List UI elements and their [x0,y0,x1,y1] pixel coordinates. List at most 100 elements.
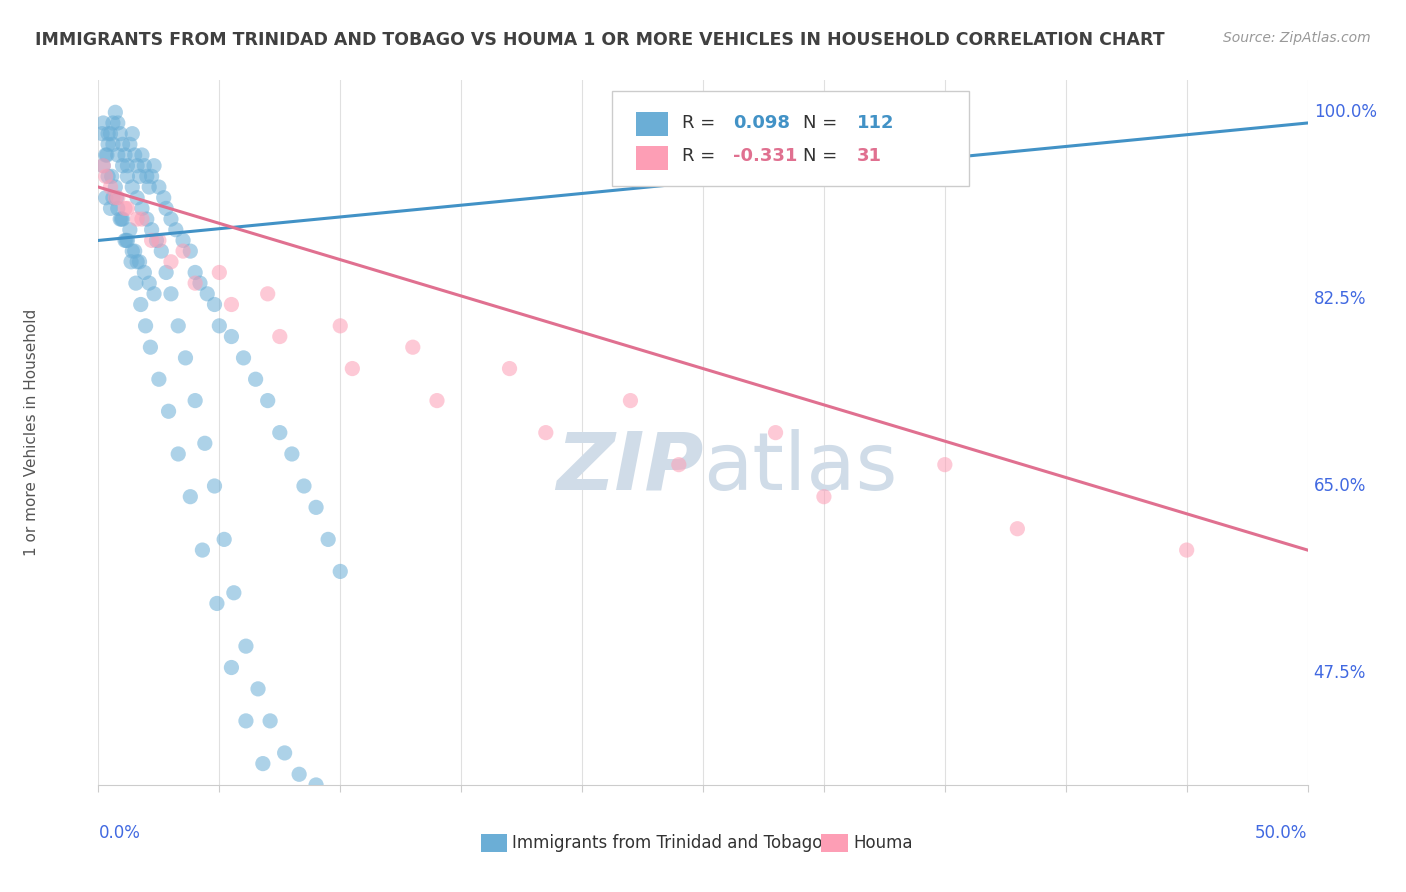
Text: 112: 112 [856,113,894,131]
Point [100,180,122,194]
Point [145,234,167,248]
Point [128,169,150,184]
Point [91,159,114,173]
Point [329,318,352,333]
Point [322,789,344,803]
Point [117,234,139,248]
Point [813,490,835,504]
Point [222,586,245,600]
Point [121,127,143,141]
Text: 50.0%: 50.0% [1256,823,1308,842]
Point [108,212,131,227]
Point [157,404,180,418]
Text: Houma: Houma [853,834,912,852]
Point [288,767,311,781]
Point [160,254,183,268]
Point [128,254,150,268]
Point [221,297,243,311]
Point [97,169,120,184]
Point [165,223,187,237]
Point [107,202,129,216]
Point [105,191,128,205]
Point [101,116,124,130]
Point [91,159,114,173]
Point [97,137,120,152]
Point [91,127,114,141]
Point [204,479,226,493]
Point [148,372,170,386]
Point [143,286,166,301]
Point [235,714,257,728]
FancyBboxPatch shape [481,834,508,852]
Point [127,159,149,173]
Point [292,479,315,493]
Point [174,351,197,365]
Point [668,458,690,472]
Point [108,127,131,141]
Point [152,191,174,205]
Point [498,361,520,376]
Point [129,297,152,311]
Point [256,286,278,301]
Point [114,148,136,162]
Text: 65.0%: 65.0% [1313,477,1367,495]
Point [100,169,122,184]
Text: 1 or more Vehicles in Household: 1 or more Vehicles in Household [24,309,39,557]
FancyBboxPatch shape [821,834,848,852]
Point [124,148,146,162]
Text: IMMIGRANTS FROM TRINIDAD AND TOBAGO VS HOUMA 1 OR MORE VEHICLES IN HOUSEHOLD COR: IMMIGRANTS FROM TRINIDAD AND TOBAGO VS H… [35,31,1164,49]
Point [107,116,129,130]
Point [91,116,114,130]
Point [204,297,226,311]
Point [342,361,364,376]
Text: 82.5%: 82.5% [1313,290,1367,308]
Point [184,393,207,408]
Point [765,425,787,440]
Point [167,318,190,333]
Point [100,127,122,141]
Point [172,234,194,248]
Point [160,286,183,301]
Point [305,778,328,792]
Point [155,202,177,216]
Point [121,244,143,259]
Point [184,265,207,279]
Point [100,202,122,216]
Point [101,137,124,152]
Point [115,234,138,248]
Point [134,159,156,173]
Point [104,105,127,120]
Point [247,681,270,696]
Point [245,372,267,386]
Point [131,148,153,162]
Point [316,533,339,547]
Text: Immigrants from Trinidad and Tobago: Immigrants from Trinidad and Tobago [512,834,823,852]
Point [208,318,231,333]
Text: ZIP: ZIP [555,429,703,507]
Point [160,212,183,227]
Point [148,234,170,248]
Point [131,212,153,227]
Point [125,276,148,290]
Point [232,351,254,365]
Point [124,244,146,259]
Point [135,318,157,333]
Point [172,244,194,259]
Point [188,276,211,290]
Text: 100.0%: 100.0% [1313,103,1376,121]
Point [1175,543,1198,558]
Point [402,340,425,354]
Point [117,169,139,184]
Point [205,597,228,611]
Point [111,137,134,152]
Text: -0.331: -0.331 [734,147,797,165]
Text: atlas: atlas [703,429,897,507]
Text: R =: R = [682,113,721,131]
Point [208,265,231,279]
Point [138,276,160,290]
Point [135,169,157,184]
Point [94,191,117,205]
Point [135,212,157,227]
FancyBboxPatch shape [637,112,668,136]
Point [111,212,134,227]
